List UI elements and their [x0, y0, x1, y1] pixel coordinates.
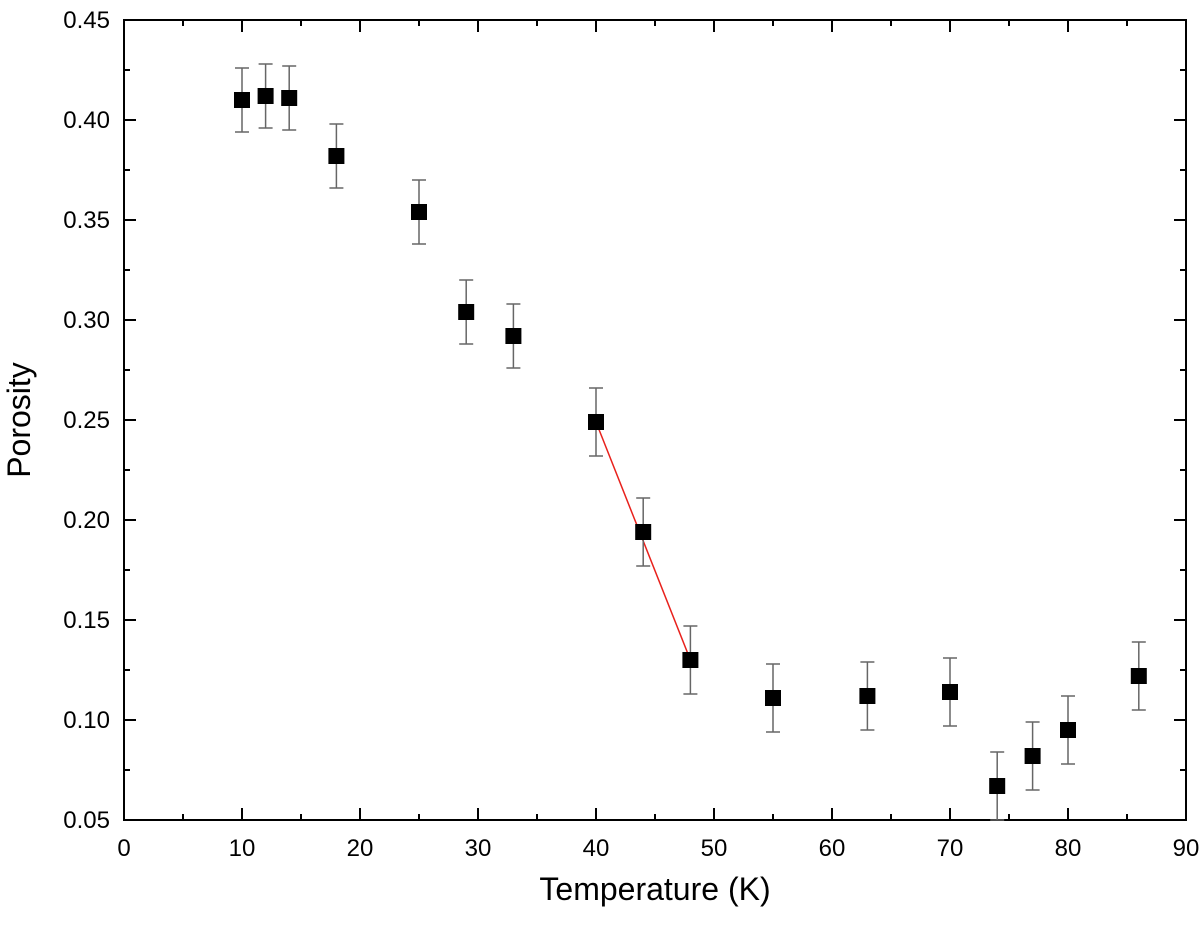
y-axis-title: Porosity [1, 362, 37, 478]
y-tick-label: 0.45 [63, 7, 110, 34]
y-tick-label: 0.40 [63, 107, 110, 134]
y-tick-label: 0.20 [63, 507, 110, 534]
data-point [942, 684, 958, 700]
x-tick-label: 40 [583, 835, 610, 862]
data-point [1130, 668, 1147, 684]
tick-labels: 0 10 20 30 40 50 60 70 80 90 0.05 0.10 0.15 0.20 0.25 0… [63, 7, 1199, 862]
x-tick-label: 90 [1173, 835, 1200, 862]
data-point [765, 690, 781, 706]
y-tick-label: 0.10 [63, 707, 110, 734]
y-tick-label: 0.30 [63, 307, 110, 334]
data-point [328, 148, 345, 164]
y-tick-label: 0.25 [63, 407, 110, 434]
x-tick-label: 60 [819, 835, 846, 862]
x-axis-title: Temperature (K) [539, 871, 770, 907]
data-point [859, 688, 876, 704]
x-tick-label: 0 [117, 835, 130, 862]
x-tick-label: 30 [465, 835, 492, 862]
x-tick-label: 20 [347, 835, 374, 862]
data-point [458, 304, 475, 320]
axis-ticks [123, 19, 1187, 821]
data-point [1024, 748, 1041, 764]
data-point [281, 90, 298, 106]
data-point [989, 778, 1006, 794]
y-tick-label: 0.15 [63, 607, 110, 634]
data-point [234, 92, 250, 108]
data-point [257, 88, 274, 104]
data-point [505, 328, 522, 344]
x-tick-label: 50 [701, 835, 728, 862]
x-tick-label: 70 [937, 835, 964, 862]
x-tick-label: 10 [229, 835, 256, 862]
plot-area-frame [123, 19, 1187, 821]
data-points [234, 63, 1147, 821]
y-tick-label: 0.35 [63, 207, 110, 234]
y-tick-label: 0.05 [63, 807, 110, 834]
data-point [635, 524, 652, 540]
x-tick-label: 80 [1055, 835, 1082, 862]
data-point [411, 204, 427, 220]
data-point [588, 414, 604, 430]
data-point [1060, 722, 1076, 738]
data-point [682, 652, 699, 668]
